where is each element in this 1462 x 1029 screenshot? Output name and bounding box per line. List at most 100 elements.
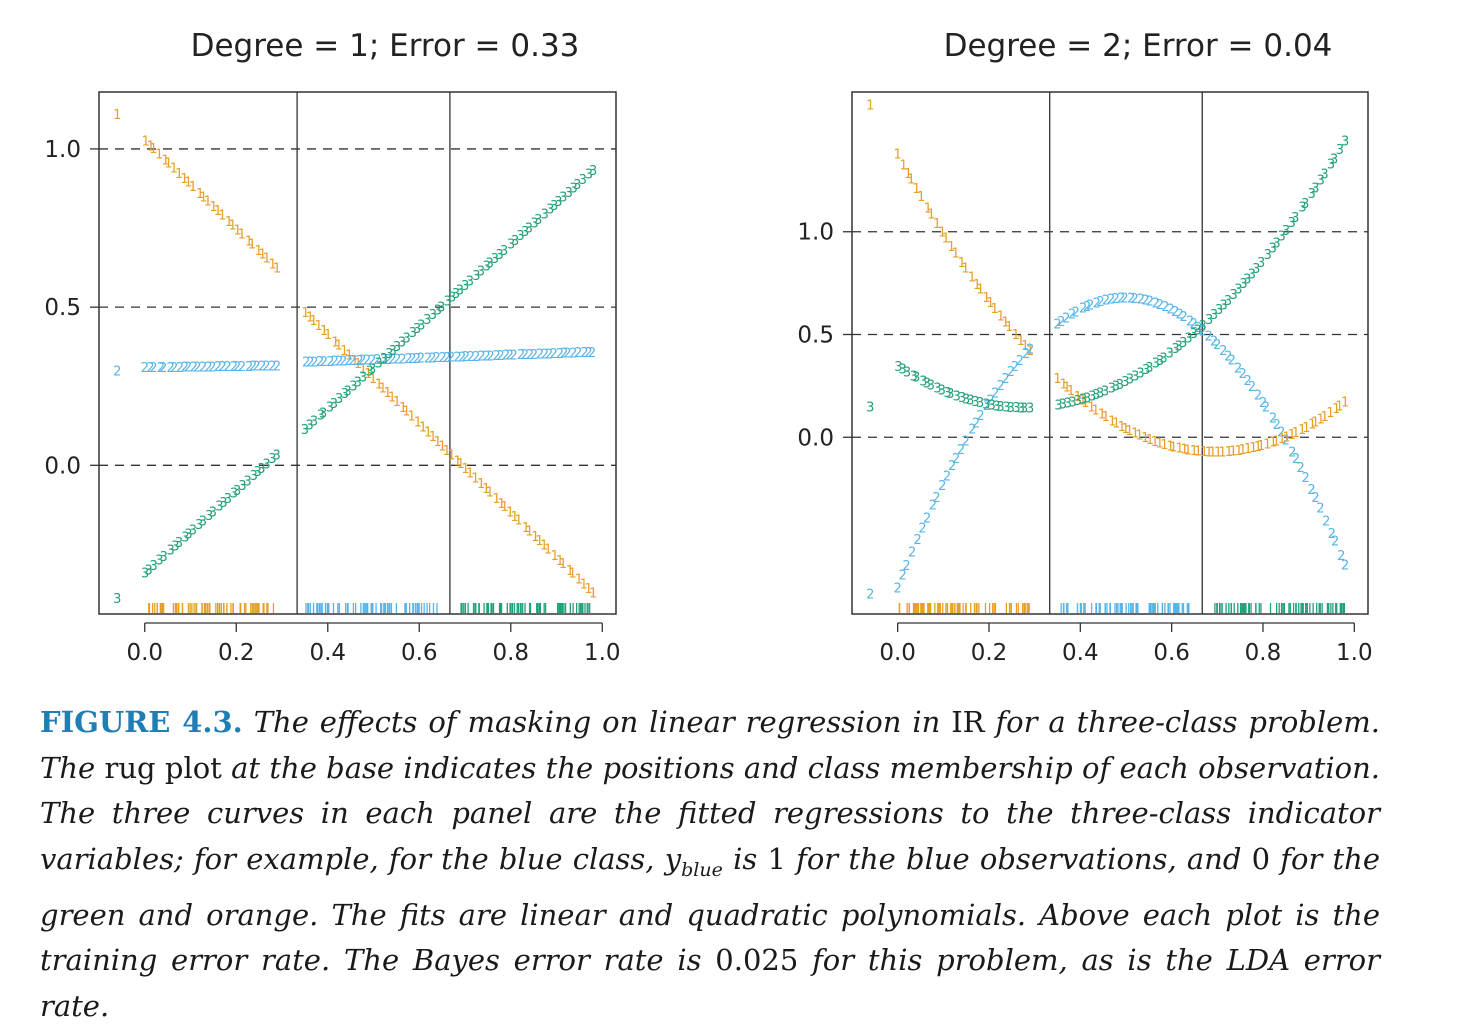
fitted-point-1: 1 [393,395,401,410]
fitted-point-3: 3 [1136,367,1144,382]
fitted-point-1: 1 [233,223,241,238]
fitted-point-1: 1 [354,357,362,372]
fitted-point-2: 2 [348,354,356,369]
fitted-point-1: 1 [443,444,451,459]
fitted-point-3: 3 [262,457,270,472]
fitted-point-3: 3 [472,269,480,284]
fitted-point-3: 3 [923,376,931,391]
fitted-point-1: 1 [340,344,348,359]
fitted-point-3: 3 [938,383,946,398]
caption-text-6: for the green and orange. The fits are l… [40,841,1381,978]
fitted-point-2: 2 [1137,293,1145,308]
fitted-point-1: 1 [315,319,323,334]
fitted-point-2: 2 [310,355,318,370]
fitted-point-3: 3 [1336,143,1344,158]
fitted-point-1: 1 [1320,410,1328,425]
fitted-point-2: 2 [433,351,441,366]
fitted-point-1: 1 [258,247,266,262]
fitted-point-2: 2 [149,361,157,376]
fitted-point-3: 3 [171,539,179,554]
fitted-point-1: 1 [218,209,226,224]
fitted-point-1: 1 [214,204,222,219]
fitted-point-2: 2 [218,360,226,375]
fitted-point-2: 2 [1107,293,1115,308]
fitted-point-2: 2 [1127,292,1135,307]
fitted-point-1: 1 [1332,402,1340,417]
x-tick-label: 0.2 [218,640,255,666]
fitted-point-1: 1 [575,573,583,588]
fitted-point-2: 2 [249,360,257,375]
fitted-point-1: 1 [952,247,960,262]
fitted-point-1: 1 [492,492,500,507]
fitted-point-1: 1 [1218,445,1226,460]
fitted-point-3: 3 [1166,347,1174,362]
fitted-point-2: 2 [948,459,956,474]
fitted-point-2: 2 [238,360,246,375]
fitted-point-1: 1 [522,521,530,536]
fitted-point-3: 3 [452,287,460,302]
fitted-point-3: 3 [1007,401,1015,416]
fitted-point-1: 1 [189,180,197,195]
fitted-point-3: 3 [500,244,508,259]
fitted-point-1: 1 [1169,440,1177,455]
fitted-point-2: 2 [588,346,596,361]
fitted-point-2: 2 [1186,314,1194,329]
fitted-point-3: 3 [1224,294,1232,309]
fitted-point-1: 1 [589,586,597,601]
class-marker-1: 1 [866,98,874,113]
fitted-point-3: 3 [375,357,383,372]
fitted-point-3: 3 [1012,401,1020,416]
fitted-point-1: 1 [359,362,367,377]
fitted-point-2: 2 [991,386,999,401]
fitted-point-1: 1 [958,256,966,271]
fitted-point-1: 1 [982,291,990,306]
fitted-point-2: 2 [496,349,504,364]
fitted-point-1: 1 [986,296,994,311]
fitted-point-1: 1 [1269,435,1277,450]
fitted-point-1: 1 [204,194,212,209]
fitted-point-3: 3 [565,186,573,201]
fitted-point-1: 1 [1292,426,1300,441]
fitted-point-3: 3 [1152,357,1160,372]
fitted-point-2: 2 [923,511,931,526]
fitted-point-2: 2 [1322,514,1330,529]
fitted-point-3: 3 [943,386,951,401]
fitted-point-2: 2 [262,360,270,375]
fitted-point-1: 1 [927,207,935,222]
fitted-point-1: 1 [1053,372,1061,387]
fitted-point-1: 1 [309,314,317,329]
fitted-point-1: 1 [1214,445,1222,460]
caption-text-4: is [733,841,758,876]
fitted-point-1: 1 [351,354,359,369]
fitted-point-2: 2 [1254,388,1262,403]
fitted-point-1: 1 [379,381,387,396]
fitted-point-3: 3 [1298,201,1306,216]
fitted-point-2: 2 [1117,292,1125,307]
fitted-point-1: 1 [976,283,984,298]
fitted-point-3: 3 [1116,378,1124,393]
fitted-point-3: 3 [910,369,918,384]
fitted-point-2: 2 [1167,303,1175,318]
fitted-point-2: 2 [208,360,216,375]
fitted-point-2: 2 [331,355,339,370]
fitted-point-1: 1 [209,200,217,215]
fitted-point-2: 2 [569,346,577,361]
fitted-point-2: 2 [541,347,549,362]
fitted-point-1: 1 [525,524,533,539]
fitted-point-1: 1 [149,142,157,157]
fitted-point-1: 1 [1180,443,1188,458]
fitted-point-3: 3 [393,340,401,355]
fitted-point-1: 1 [1225,445,1233,460]
fitted-point-2: 2 [492,349,500,364]
fitted-point-1: 1 [997,310,1005,325]
fitted-point-1: 1 [580,577,588,592]
fitted-point-1: 1 [1298,423,1306,438]
fitted-point-1: 1 [1205,445,1213,460]
fitted-point-2: 2 [899,569,907,584]
fitted-point-2: 2 [467,350,475,365]
fitted-point-2: 2 [1175,308,1183,323]
fitted-point-1: 1 [466,466,474,481]
fitted-point-1: 1 [1335,400,1343,415]
fitted-point-2: 2 [141,361,149,376]
fitted-point-3: 3 [898,363,906,378]
